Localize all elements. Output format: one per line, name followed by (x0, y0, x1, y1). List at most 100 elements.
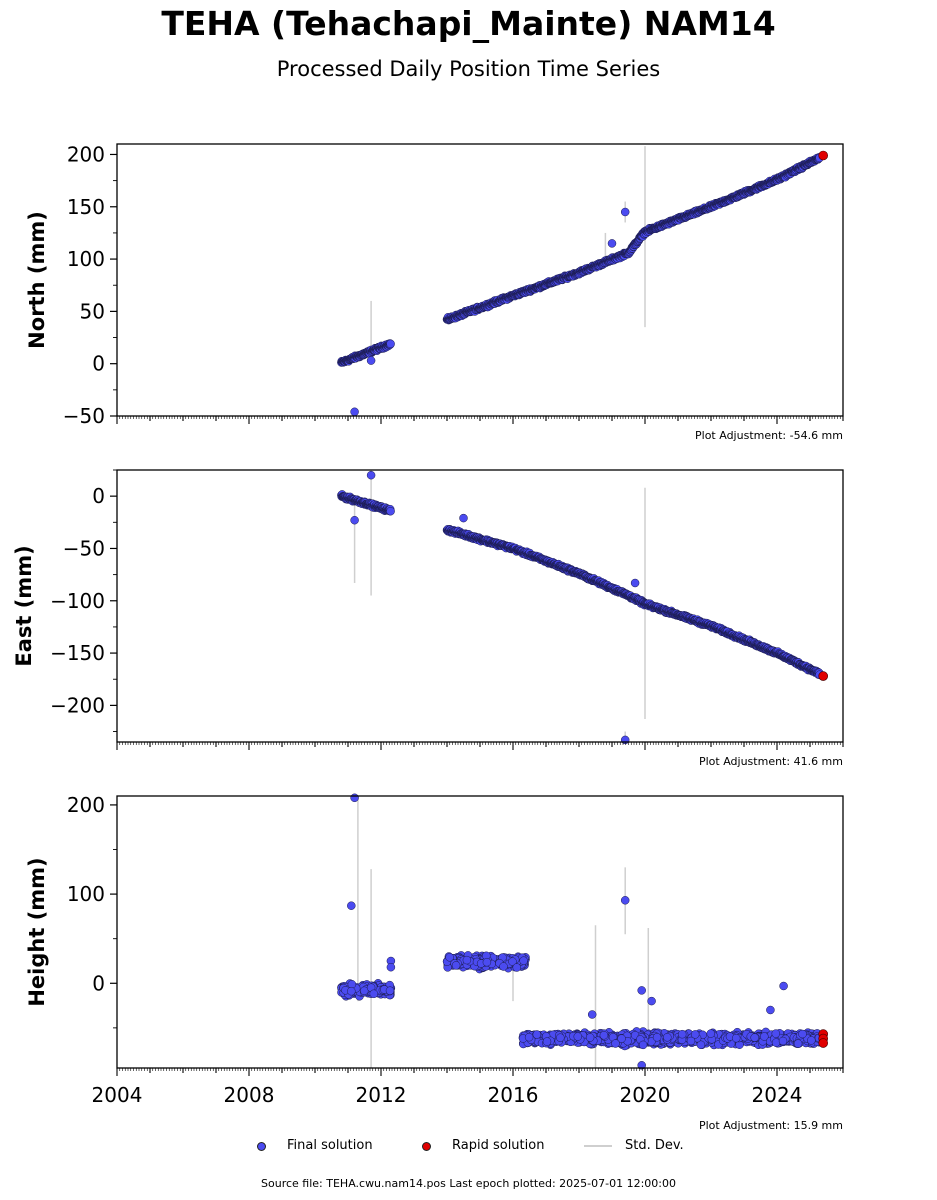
final-solution-marker (257, 1142, 266, 1151)
y-tick-label: 0 (92, 971, 105, 995)
height-plot-adjustment: Plot Adjustment: 15.9 mm (698, 1119, 843, 1132)
y-tick-label: 200 (67, 142, 105, 166)
final-solution-point (611, 1039, 620, 1048)
final-solution-point (760, 1032, 769, 1041)
final-solution-point (350, 515, 359, 525)
panel-1: −200 −150 −100 −50 0 East (mm) (12, 469, 844, 750)
final-solution-point (638, 1040, 648, 1050)
final-solution-point (347, 901, 356, 910)
final-solution-point (750, 1033, 759, 1042)
final-solution-point (386, 506, 395, 516)
x-tick-label: 2012 (356, 1083, 407, 1107)
data-layer (337, 146, 824, 417)
final-solution-point (386, 339, 395, 349)
axes-frame (116, 795, 844, 1069)
final-solution-point (620, 735, 630, 745)
final-solution-point (532, 1030, 542, 1039)
rapid-solution-point (818, 150, 829, 161)
rapid-solution-point (818, 1038, 829, 1048)
rapid-solution-point (818, 671, 829, 681)
final-solution-point (350, 407, 359, 417)
final-solution-point (385, 986, 395, 995)
final-solution-point (451, 961, 461, 970)
final-solution-point (519, 956, 528, 965)
final-solution-point (731, 1033, 741, 1043)
data-layer (337, 793, 825, 1070)
panel-2: 0 100 200 2004 2008 2012 2016 2020 2024 Height (m… (25, 793, 844, 1107)
final-solution-point (459, 513, 468, 523)
final-solution-point (778, 1036, 788, 1046)
final-solution-point (771, 1038, 781, 1047)
x-tick-label: 2024 (752, 1083, 803, 1107)
final-solution-point (369, 989, 379, 999)
final-solution-point (350, 793, 359, 803)
std-dev-line-marker (584, 1145, 612, 1147)
y-tick-label: 0 (92, 352, 105, 376)
x-tick-label: 2020 (620, 1083, 671, 1107)
panel-0: −50 0 50 100 150 200 North (mm) (25, 142, 844, 428)
final-solution-point (347, 986, 356, 996)
x-tick-label: 2008 (224, 1083, 275, 1107)
final-solution-point (482, 957, 492, 967)
x-tick-label: 2004 (92, 1083, 143, 1107)
y-axis-label: Height (mm) (25, 857, 49, 1006)
y-tick-label: 100 (67, 882, 105, 906)
final-solution-point (807, 1036, 816, 1045)
y-tick-label: −200 (50, 693, 105, 717)
final-solution-point (585, 1033, 595, 1042)
final-solution-point (637, 986, 646, 995)
final-solution-point (607, 239, 617, 248)
y-axis-label: East (mm) (12, 545, 36, 666)
x-tick-label: 2016 (488, 1083, 539, 1107)
final-solution-point (677, 1029, 687, 1039)
axes-frame (116, 469, 844, 743)
final-solution-point (366, 470, 376, 480)
y-tick-label: 200 (67, 793, 105, 817)
final-solution-point (779, 981, 788, 991)
final-solution-point (573, 1032, 583, 1041)
axes-frame (116, 143, 844, 417)
data-layer (337, 470, 824, 745)
final-solution-point (793, 1039, 803, 1048)
chart-subtitle: Processed Daily Position Time Series (276, 57, 661, 81)
final-solution-point (462, 955, 472, 965)
final-solution-point (630, 578, 640, 588)
y-axis-label: North (mm) (25, 211, 49, 349)
y-tick-label: 150 (67, 195, 105, 219)
final-solution-point (620, 896, 630, 905)
final-solution-point (386, 962, 396, 972)
final-solution-point (587, 1010, 597, 1019)
final-solution-point (686, 1036, 696, 1046)
rapid-solution-marker (422, 1142, 431, 1151)
north-plot-adjustment: Plot Adjustment: -54.6 mm (695, 429, 843, 442)
final-solution-point (499, 962, 508, 971)
final-solution-point (766, 1005, 775, 1015)
final-solution-point (798, 1029, 807, 1039)
y-tick-label: −150 (50, 641, 105, 665)
final-solution-point (512, 963, 522, 972)
y-tick-label: 50 (80, 299, 105, 323)
final-solution-point (542, 1037, 552, 1046)
final-solution-point (652, 1033, 662, 1042)
legend-final-label: Final solution (287, 1138, 373, 1153)
final-solution-point (556, 1033, 565, 1042)
east-plot-adjustment: Plot Adjustment: 41.6 mm (698, 755, 843, 768)
final-solution-point (599, 1031, 609, 1040)
y-tick-label: 100 (67, 247, 105, 271)
chart-title: TEHA (Tehachapi_Mainte) NAM14 (161, 4, 776, 43)
y-tick-label: −50 (63, 536, 105, 560)
final-solution-point (771, 1029, 781, 1038)
final-solution-point (620, 207, 630, 217)
final-solution-point (445, 953, 454, 962)
source-footer: Source file: TEHA.cwu.nam14.pos Last epo… (261, 1177, 676, 1190)
final-solution-point (706, 1029, 716, 1038)
final-solution-point (663, 1033, 672, 1042)
legend-std-label: Std. Dev. (625, 1138, 684, 1153)
y-tick-label: 0 (92, 484, 105, 508)
y-tick-label: −100 (50, 589, 105, 613)
final-solution-point (647, 996, 656, 1006)
final-solution-point (508, 957, 517, 966)
legend-rapid-label: Rapid solution (452, 1138, 545, 1153)
final-solution-point (524, 1032, 534, 1042)
